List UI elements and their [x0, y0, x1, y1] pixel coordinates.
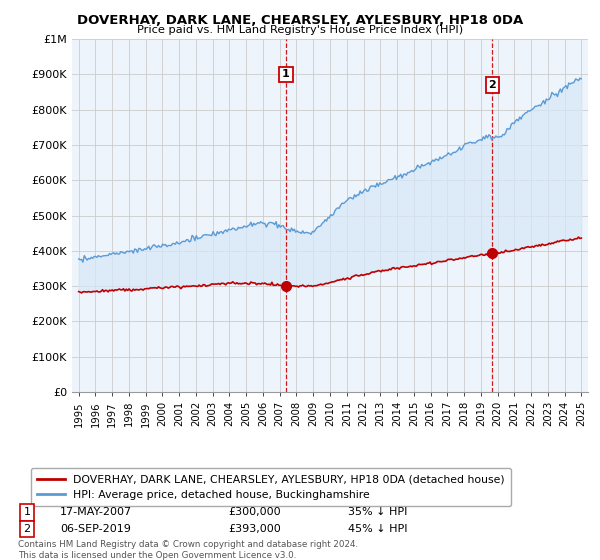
Legend: DOVERHAY, DARK LANE, CHEARSLEY, AYLESBURY, HP18 0DA (detached house), HPI: Avera: DOVERHAY, DARK LANE, CHEARSLEY, AYLESBUR… — [31, 468, 511, 506]
Text: Contains HM Land Registry data © Crown copyright and database right 2024.
This d: Contains HM Land Registry data © Crown c… — [18, 540, 358, 559]
Text: 1: 1 — [282, 69, 290, 80]
Text: 06-SEP-2019: 06-SEP-2019 — [60, 524, 131, 534]
Text: 1: 1 — [23, 507, 31, 517]
Text: £393,000: £393,000 — [228, 524, 281, 534]
Text: Price paid vs. HM Land Registry's House Price Index (HPI): Price paid vs. HM Land Registry's House … — [137, 25, 463, 35]
Text: £300,000: £300,000 — [228, 507, 281, 517]
Text: 45% ↓ HPI: 45% ↓ HPI — [348, 524, 407, 534]
Text: DOVERHAY, DARK LANE, CHEARSLEY, AYLESBURY, HP18 0DA: DOVERHAY, DARK LANE, CHEARSLEY, AYLESBUR… — [77, 14, 523, 27]
Text: 2: 2 — [488, 80, 496, 90]
Text: 17-MAY-2007: 17-MAY-2007 — [60, 507, 132, 517]
Text: 35% ↓ HPI: 35% ↓ HPI — [348, 507, 407, 517]
Text: 2: 2 — [23, 524, 31, 534]
